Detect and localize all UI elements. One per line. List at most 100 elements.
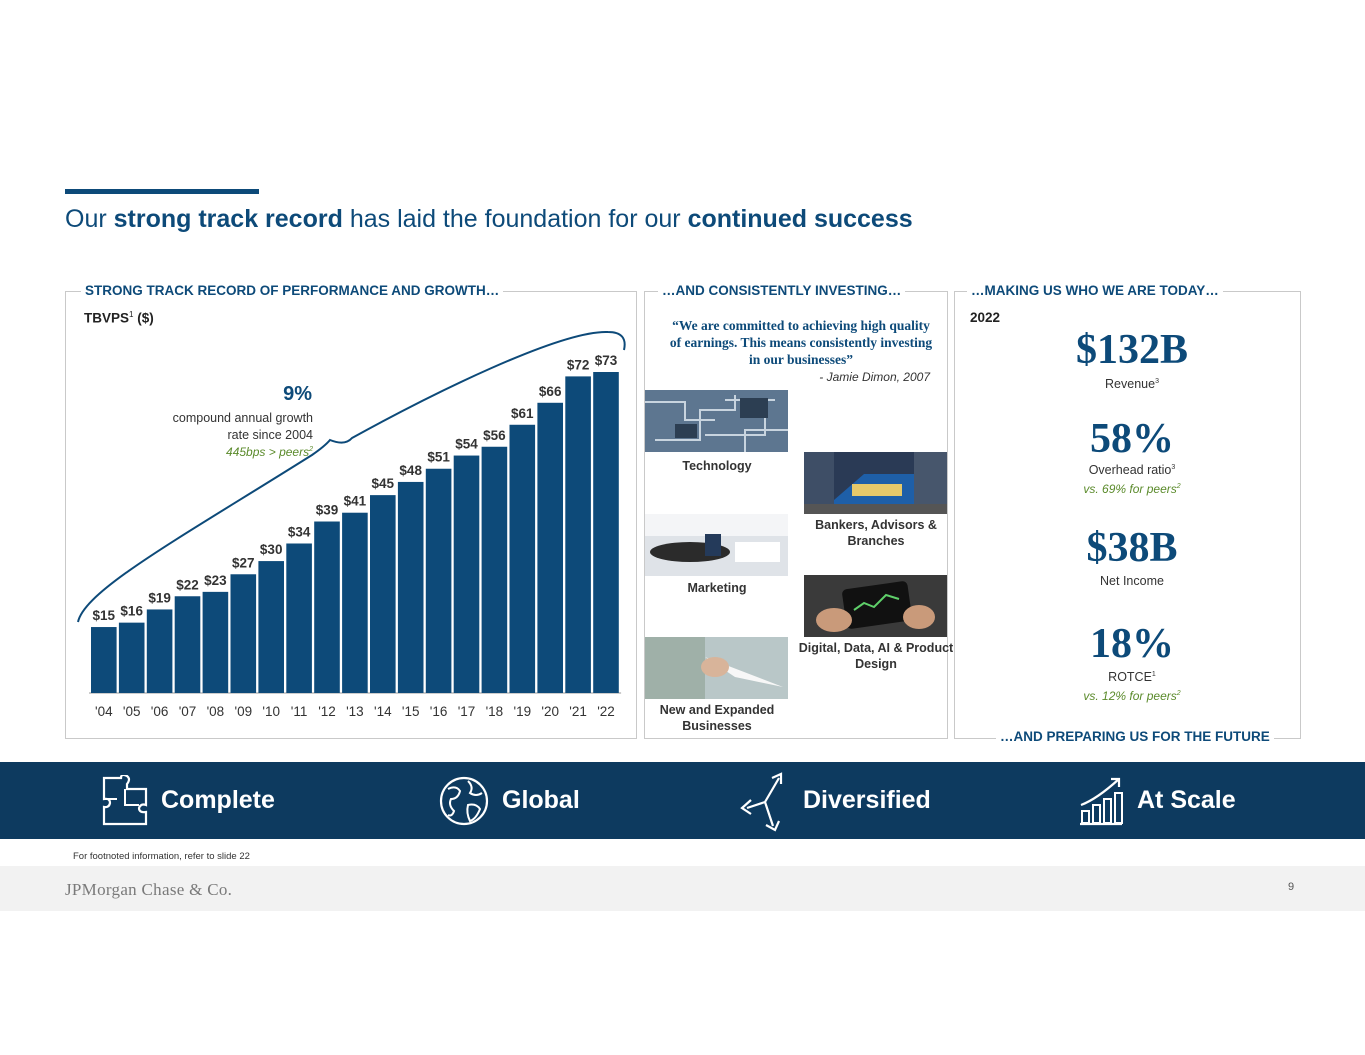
- stat-rotce-label: ROTCE1: [1108, 670, 1156, 684]
- x-tick-label-14: '18: [486, 704, 504, 719]
- area-label-new-businesses: New and Expanded Businesses: [659, 703, 775, 733]
- bar-value-label-10: $45: [372, 476, 395, 491]
- title-accent-rule: [65, 189, 259, 194]
- bar-0: [91, 627, 117, 693]
- quote-attribution: - Jamie Dimon, 2007: [819, 370, 930, 384]
- x-tick-label-11: '15: [402, 704, 420, 719]
- stat-rotce-value: 18%: [1090, 621, 1174, 667]
- x-tick-label-4: '08: [207, 704, 225, 719]
- area-label-bankers: Bankers, Advisors & Branches: [815, 518, 937, 548]
- bar-14: [481, 446, 508, 693]
- x-tick-label-15: '19: [514, 704, 532, 719]
- bar-value-label-3: $22: [176, 577, 199, 592]
- footnote: For footnoted information, refer to slid…: [73, 851, 250, 862]
- cagr-description: compound annual growth rate since 2004: [172, 411, 313, 442]
- circuit-board-image: [645, 390, 788, 452]
- bar-value-label-7: $34: [288, 524, 311, 539]
- bar-value-label-2: $19: [148, 590, 171, 605]
- pillar-label-global: Global: [502, 786, 580, 814]
- cagr-peer-note: 445bps > peers2: [226, 445, 313, 459]
- bar-4: [202, 591, 229, 693]
- x-tick-label-16: '20: [541, 704, 559, 719]
- bar-8: [314, 521, 340, 693]
- x-tick-label-10: '14: [374, 704, 392, 719]
- investing-panel: …AND CONSISTENTLY INVESTING…: [644, 283, 948, 739]
- paper-plane-image: [645, 637, 788, 699]
- x-tick-label-18: '22: [597, 704, 615, 719]
- stat-net-income-value: $38B: [1086, 525, 1178, 571]
- stat-overhead-label: Overhead ratio3: [1088, 463, 1176, 477]
- stats-year: 2022: [970, 310, 1001, 325]
- x-tick-label-12: '16: [430, 704, 448, 719]
- bar-value-label-13: $54: [455, 437, 478, 452]
- stat-overhead-peer: vs. 69% for peers2: [1083, 482, 1181, 496]
- future-tagline: …AND PREPARING US FOR THE FUTURE: [996, 729, 1274, 744]
- x-tick-label-6: '10: [262, 704, 280, 719]
- x-tick-label-0: '04: [95, 704, 113, 719]
- bar-value-label-11: $48: [399, 463, 422, 478]
- marketing-photo: [645, 514, 788, 576]
- bar-9: [342, 512, 368, 693]
- bar-3: [174, 596, 201, 693]
- bar-11: [397, 481, 424, 693]
- bar-15: [509, 424, 536, 693]
- pillar-label-complete: Complete: [161, 786, 275, 814]
- bar-value-label-4: $23: [204, 573, 227, 588]
- page-number: 9: [1288, 881, 1295, 893]
- bar-13: [453, 455, 480, 693]
- bar-value-label-1: $16: [120, 604, 143, 619]
- digital-photo: [804, 575, 947, 637]
- growth-chart-icon: [1080, 777, 1123, 825]
- bar-value-label-6: $30: [260, 542, 283, 557]
- page-title: Our strong track record has laid the fou…: [65, 205, 913, 233]
- x-tick-label-9: '13: [346, 704, 364, 719]
- bar-10: [370, 495, 396, 693]
- investing-panel-heading: …AND CONSISTENTLY INVESTING…: [658, 283, 906, 298]
- x-tick-label-2: '06: [151, 704, 169, 719]
- bar-5: [230, 574, 257, 693]
- performance-panel-heading: STRONG TRACK RECORD OF PERFORMANCE AND G…: [81, 283, 504, 298]
- bar-17: [565, 376, 591, 693]
- chart-metric-label: TBVPS1 ($): [84, 310, 154, 326]
- area-label-digital: Digital, Data, AI & Product Design: [798, 641, 954, 671]
- area-label-technology: Technology: [682, 459, 752, 473]
- bar-value-label-15: $61: [511, 406, 534, 421]
- bar-18: [593, 372, 619, 693]
- x-tick-label-5: '09: [235, 704, 253, 719]
- puzzle-icon: [102, 774, 148, 825]
- pillar-diversified: Diversified: [739, 762, 931, 839]
- bar-value-label-5: $27: [232, 555, 255, 570]
- bank-branch-image: [804, 452, 947, 514]
- x-tick-label-3: '07: [179, 704, 197, 719]
- company-logo: JPMorgan Chase & Co.: [65, 880, 233, 899]
- bar-value-label-0: $15: [93, 608, 116, 623]
- diversified-arrows-icon: [740, 771, 783, 832]
- bar-value-label-17: $72: [567, 357, 590, 372]
- bar-value-label-18: $73: [595, 353, 618, 368]
- x-tick-label-1: '05: [123, 704, 141, 719]
- pillar-complete: Complete: [101, 762, 275, 839]
- stat-revenue-value: $132B: [1075, 327, 1188, 373]
- x-tick-label-8: '12: [318, 704, 336, 719]
- new-businesses-photo: [645, 637, 788, 699]
- x-tick-label-7: '11: [291, 704, 308, 719]
- x-tick-label-13: '17: [458, 704, 476, 719]
- bar-value-label-8: $39: [316, 503, 339, 518]
- bar-value-label-12: $51: [427, 450, 450, 465]
- branches-photo: [804, 452, 947, 514]
- x-tick-label-17: '21: [569, 704, 587, 719]
- bar-12: [425, 468, 452, 693]
- technology-photo: [645, 390, 788, 452]
- globe-icon: [439, 776, 489, 825]
- area-label-marketing: Marketing: [687, 581, 747, 595]
- dimon-quote: “We are committed to achieving high qual…: [669, 318, 933, 367]
- pillar-global: Global: [438, 762, 580, 839]
- bar-value-label-14: $56: [483, 428, 506, 443]
- bar-1: [118, 622, 145, 693]
- pillar-at-scale: At Scale: [1077, 762, 1236, 839]
- tbvps-bar-chart: $15 '04 $16 '05 $19 '06 $22 '07 $23 '08 $27 '09 $30 '…: [77, 330, 626, 719]
- bar-value-label-9: $41: [344, 494, 367, 509]
- pillars-band: Complete Global Diversified At Scale: [0, 762, 1365, 839]
- bar-6: [258, 561, 284, 693]
- stat-net-income-label: Net Income: [1100, 574, 1164, 588]
